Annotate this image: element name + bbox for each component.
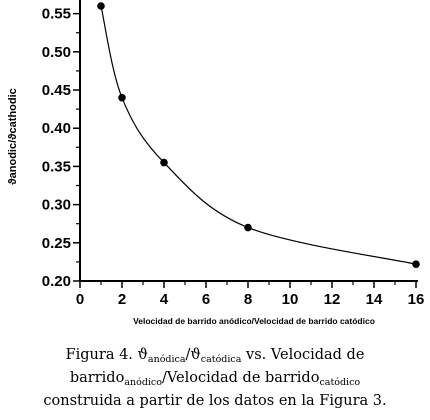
data-point: [412, 260, 420, 268]
y-axis-ticks: 0.20 0.25 0.30 0.35 0.40 0.45 0.50 0.55: [42, 6, 80, 290]
caption-line-1: Figura 4. ϑanódica/ϑcatódica vs. Velocid…: [0, 344, 430, 367]
x-tick-label: 0: [76, 291, 84, 308]
caption-line-3: construida a partir de los datos en la F…: [43, 393, 387, 409]
x-tick-label: 14: [366, 291, 383, 308]
y-tick-label: 0.50: [42, 44, 71, 61]
y-tick-label: 0.30: [42, 197, 71, 214]
data-point: [244, 223, 252, 232]
x-axis-label: Velocidad de barrido anódico/Velocidad d…: [133, 316, 375, 326]
y-tick-label: 0.35: [42, 158, 71, 175]
caption-line-2: barridoanódico/Velocidad de barridocatód…: [0, 367, 430, 390]
data-points: [97, 2, 420, 268]
caption-suffix: vs. Velocidad de: [241, 347, 365, 363]
x-tick-label: 4: [160, 291, 169, 308]
caption-word-barrido: barrido: [69, 370, 125, 386]
x-tick-label: 10: [282, 291, 299, 308]
caption-prefix: Figura 4.: [65, 347, 138, 363]
y-tick-label: 0.55: [42, 6, 71, 23]
y-tick-label: 0.40: [42, 120, 71, 137]
x-tick-label: 12: [324, 291, 341, 308]
x-tick-label: 6: [202, 291, 210, 308]
y-tick-label: 0.20: [42, 273, 71, 290]
theta-symbol: ϑ: [190, 347, 201, 363]
axes: [79, 0, 418, 282]
caption-mid: /Velocidad de barrido: [161, 370, 320, 386]
figure-caption: Figura 4. ϑanódica/ϑcatódica vs. Velocid…: [0, 344, 430, 413]
chart: 0 2 4 6 8 10 12 14 16 0.200.250.300.350.400.450.…: [7, 0, 425, 326]
y-tick-label: 0.45: [42, 82, 71, 99]
x-tick-label: 16: [408, 291, 425, 308]
subscript-anodico: anódico: [124, 377, 162, 388]
series-curve: [100, 5, 417, 265]
y-tick-label: 0.25: [42, 235, 71, 252]
subscript-anodica: anódica: [147, 354, 186, 365]
subscript-catodico: catódico: [319, 377, 361, 388]
x-tick-label: 2: [118, 291, 126, 308]
slash: /: [185, 347, 191, 363]
data-point: [97, 2, 105, 10]
x-tick-label: 8: [244, 291, 252, 308]
theta-symbol: ϑ: [137, 347, 148, 363]
data-point: [118, 93, 126, 102]
x-axis-ticks: 0 2 4 6 8 10 12 14 16: [76, 281, 425, 308]
y-axis-label: ϑanodic/ϑcathodic: [7, 88, 19, 185]
subscript-catodica: catódica: [200, 354, 242, 365]
data-point: [160, 158, 168, 167]
